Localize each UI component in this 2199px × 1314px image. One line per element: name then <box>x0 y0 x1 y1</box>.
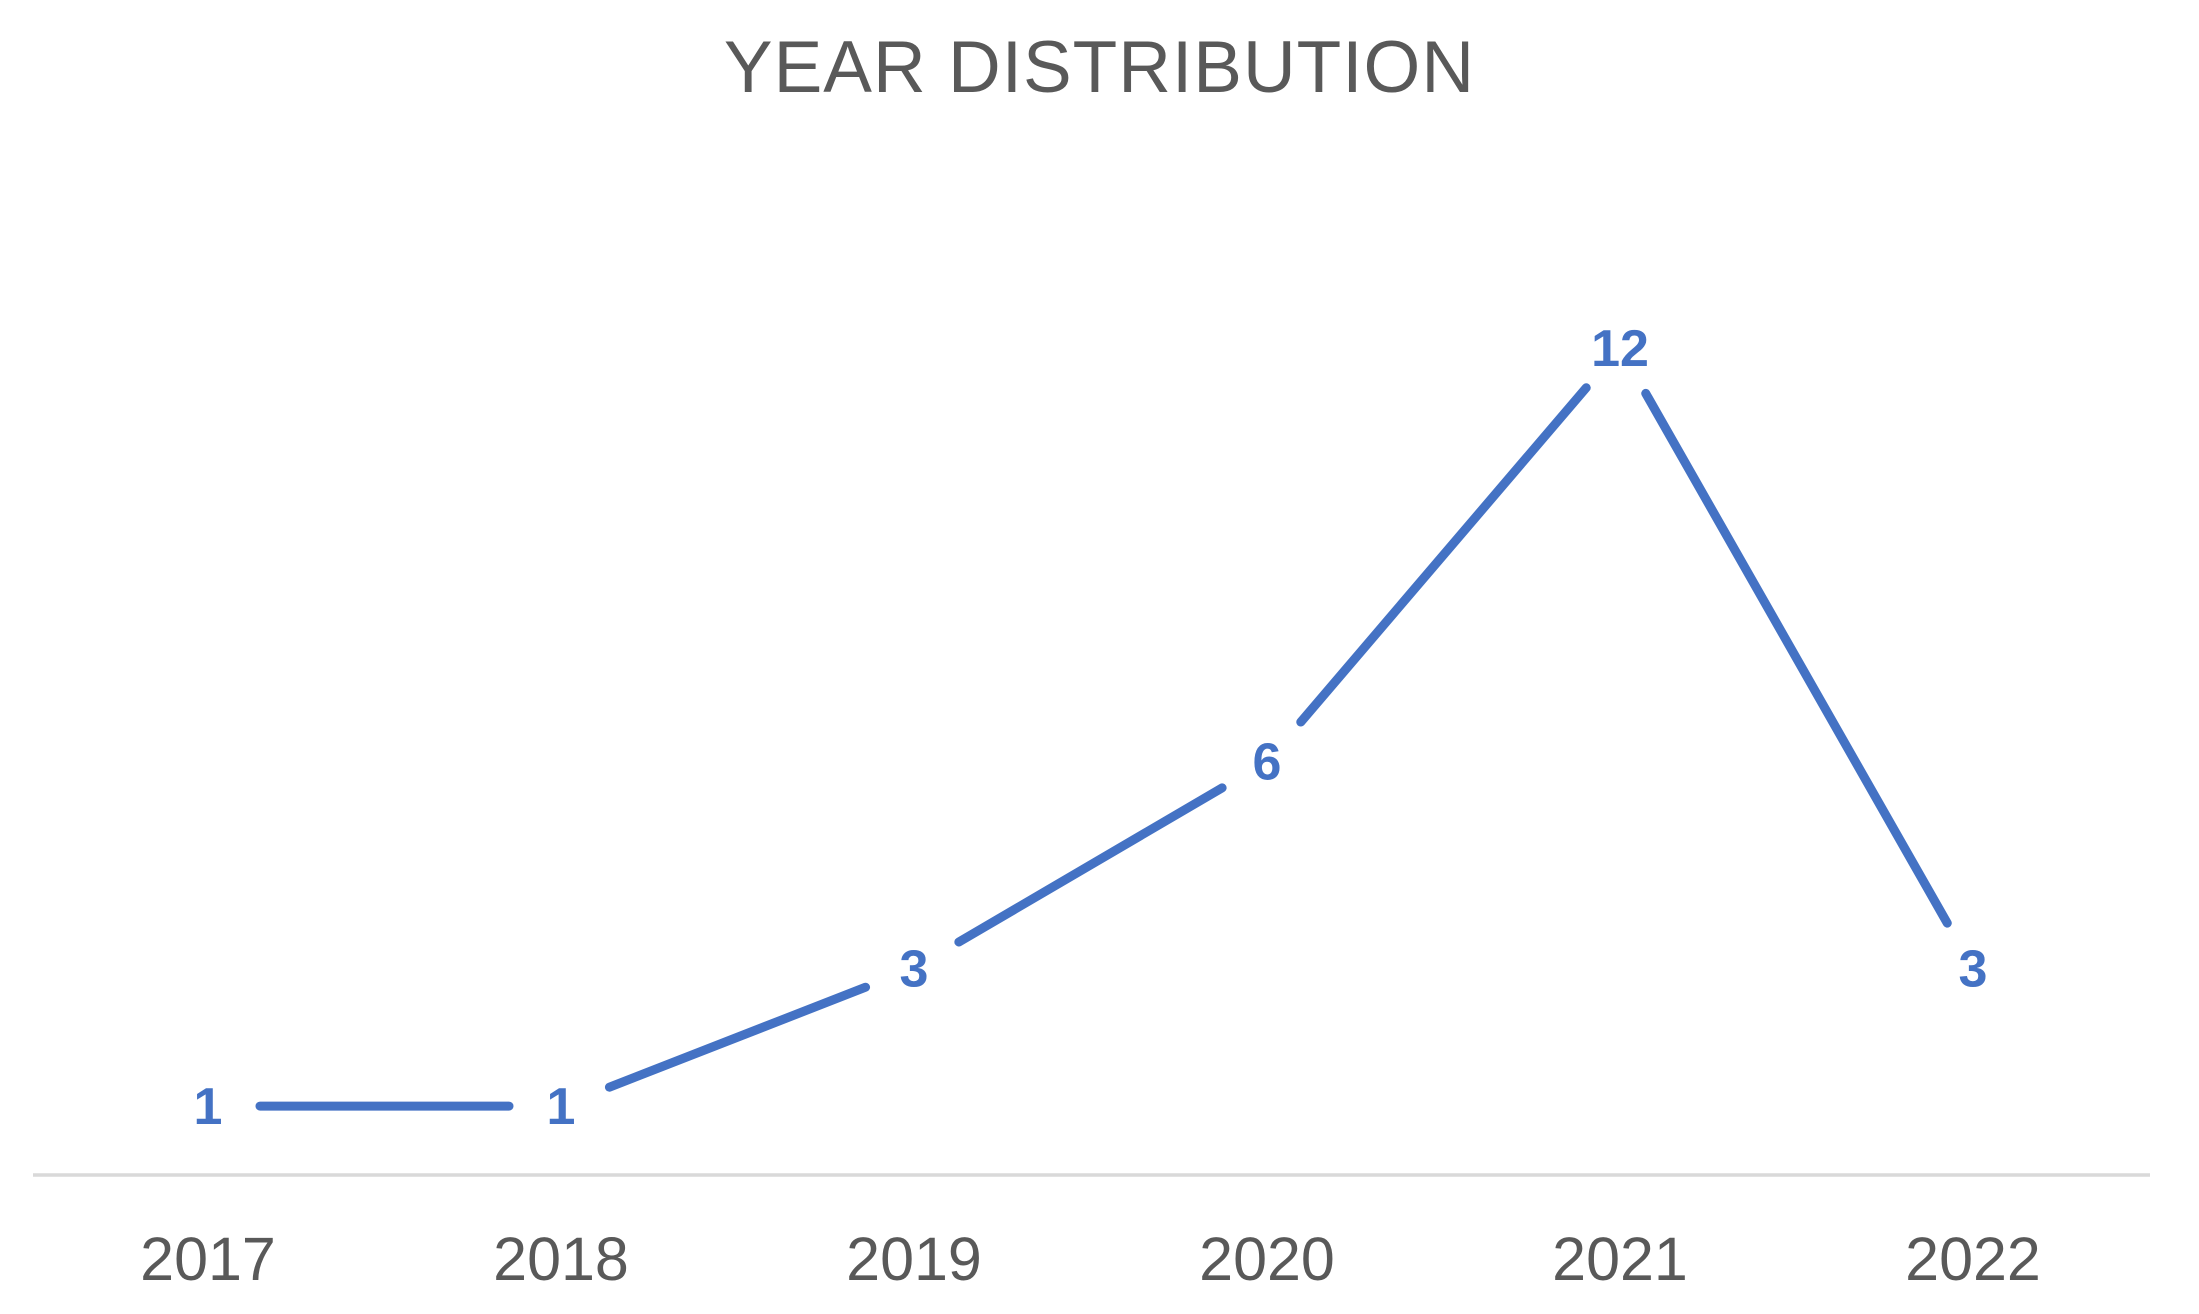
data-label: 3 <box>900 940 929 998</box>
x-axis-tick-label: 2018 <box>493 1225 629 1293</box>
x-axis-tick-label: 2019 <box>846 1225 982 1293</box>
series-line-segment <box>604 982 871 1092</box>
data-label: 1 <box>547 1078 576 1136</box>
data-label: 1 <box>194 1078 223 1136</box>
chart-title: YEAR DISTRIBUTION <box>723 27 1476 108</box>
x-axis-tick-label: 2020 <box>1199 1225 1335 1293</box>
series-line-segment <box>954 783 1227 947</box>
data-label: 3 <box>1959 940 1988 998</box>
data-label: 6 <box>1253 734 1282 792</box>
x-axis-tick-label: 2021 <box>1552 1225 1688 1293</box>
x-axis-tick-label: 2022 <box>1905 1225 2041 1293</box>
x-axis-tick-label: 2017 <box>140 1225 276 1293</box>
series-line-segment <box>1641 388 1952 928</box>
data-label: 12 <box>1591 320 1649 378</box>
series-line-segment <box>1296 383 1591 727</box>
